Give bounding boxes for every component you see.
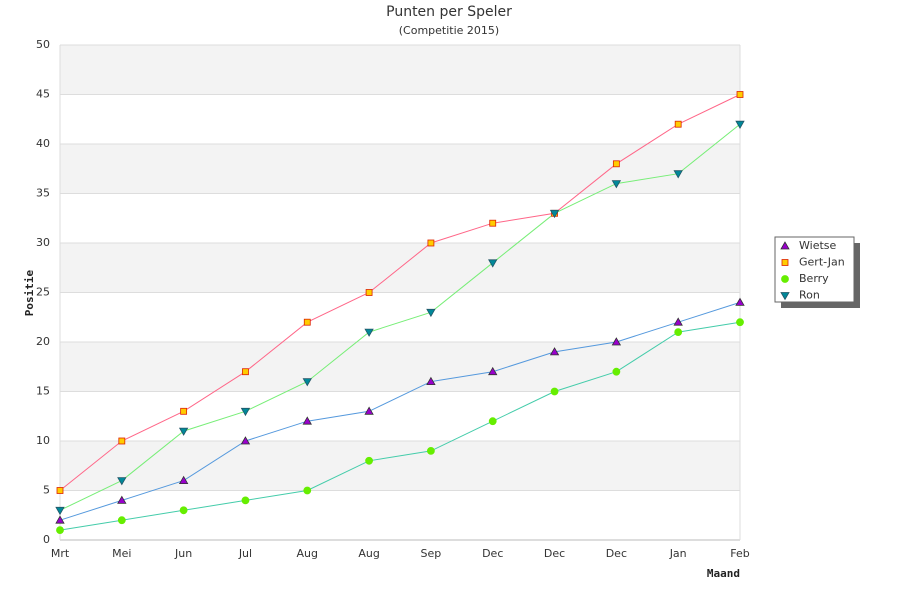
marker <box>488 259 498 268</box>
x-tick-label: Jan <box>669 547 687 560</box>
marker <box>117 516 126 525</box>
marker <box>735 297 745 306</box>
legend-label: Gert-Jan <box>799 256 845 269</box>
marker <box>549 347 560 356</box>
marker <box>178 475 189 485</box>
marker <box>118 437 126 445</box>
y-tick-label: 50 <box>36 38 50 51</box>
y-tick-label: 5 <box>43 484 50 497</box>
marker <box>674 328 683 337</box>
marker <box>241 496 250 505</box>
marker <box>427 446 435 455</box>
marker <box>117 477 127 486</box>
marker <box>56 487 64 494</box>
marker <box>611 337 622 346</box>
marker <box>302 378 312 387</box>
marker <box>179 506 188 515</box>
series-line <box>59 301 741 521</box>
marker <box>55 506 65 516</box>
marker <box>673 170 683 179</box>
marker <box>488 366 498 376</box>
x-tick-label: Aug <box>358 547 379 560</box>
marker <box>781 275 789 283</box>
marker <box>427 239 435 247</box>
plot-band <box>60 441 740 491</box>
y-tick-label: 15 <box>36 385 50 398</box>
plot-band <box>60 144 740 194</box>
y-tick-label: 40 <box>36 137 50 150</box>
marker <box>302 416 312 425</box>
marker <box>550 387 559 396</box>
x-tick-label: Jul <box>238 547 252 560</box>
y-axis-title: Positie <box>23 269 36 316</box>
marker <box>612 160 620 168</box>
marker <box>56 526 64 534</box>
series-line <box>59 123 741 511</box>
x-tick-label: Aug <box>297 547 318 560</box>
legend-label: Wietse <box>799 239 837 252</box>
x-tick-label: Mei <box>112 547 131 560</box>
marker <box>365 289 373 296</box>
legend-label: Ron <box>799 289 820 302</box>
plot-band <box>60 342 740 392</box>
y-tick-label: 45 <box>36 88 50 101</box>
marker <box>780 292 790 301</box>
marker <box>117 495 127 504</box>
chart-subtitle: (Competitie 2015) <box>399 24 499 37</box>
y-tick-label: 0 <box>43 533 50 546</box>
marker <box>55 515 65 524</box>
marker <box>240 436 251 445</box>
x-tick-label: Dec <box>544 547 565 560</box>
marker <box>736 318 744 327</box>
marker <box>736 91 744 98</box>
chart-title: Punten per Speler <box>386 4 512 20</box>
y-tick-label: 20 <box>36 335 50 348</box>
x-tick-label: Feb <box>730 547 749 560</box>
marker <box>674 120 682 128</box>
series-line <box>59 94 741 491</box>
marker <box>780 241 790 250</box>
legend-label: Berry <box>799 272 829 285</box>
marker <box>673 317 683 326</box>
y-tick-label: 10 <box>36 434 50 447</box>
marker <box>365 456 373 465</box>
marker <box>549 209 560 219</box>
x-axis-title: Maand <box>707 567 740 580</box>
marker <box>364 406 374 415</box>
marker <box>612 367 621 376</box>
x-tick-label: Jun <box>174 547 192 560</box>
y-tick-label: 25 <box>36 286 50 299</box>
marker <box>611 180 622 189</box>
marker <box>489 219 497 227</box>
x-tick-label: Mrt <box>51 547 70 560</box>
marker <box>303 486 312 495</box>
series-line <box>59 321 741 531</box>
x-tick-label: Dec <box>482 547 503 560</box>
marker <box>426 376 436 386</box>
marker <box>240 407 251 417</box>
marker <box>735 120 745 130</box>
marker <box>303 318 311 326</box>
plot-band <box>60 45 740 95</box>
marker <box>180 407 188 415</box>
x-tick-label: Sep <box>421 547 442 560</box>
marker <box>426 308 436 318</box>
marker <box>488 417 497 426</box>
marker <box>364 328 374 337</box>
marker <box>242 368 249 376</box>
y-tick-label: 30 <box>36 236 50 249</box>
x-tick-label: Dec <box>606 547 627 560</box>
marker <box>781 259 789 266</box>
y-tick-label: 35 <box>36 187 50 200</box>
marker <box>178 427 189 436</box>
